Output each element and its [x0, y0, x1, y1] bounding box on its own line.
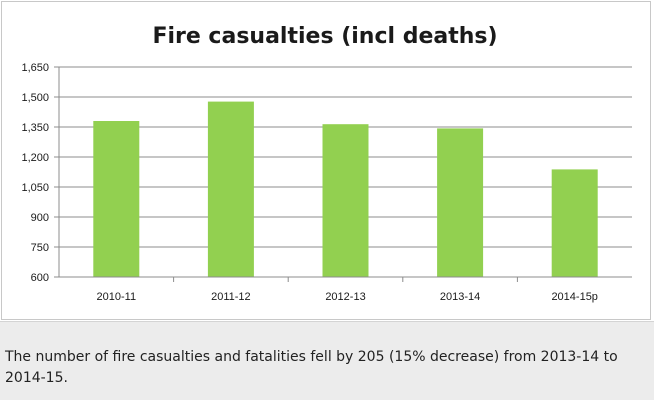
bar-chart: Fire casualties (incl deaths) 600 750 900 1…	[21, 24, 632, 303]
x-tick-label: 2013-14	[440, 291, 480, 303]
y-tick-label: 750	[31, 242, 49, 254]
chart-title: Fire casualties (incl deaths)	[152, 24, 497, 49]
bars	[93, 101, 598, 277]
x-tick-label: 2010-11	[97, 291, 137, 303]
axes	[54, 66, 632, 282]
bar	[322, 124, 369, 277]
chart-frame: Fire casualties (incl deaths) 600 750 900 1…	[1, 1, 651, 320]
y-tick-label: 900	[31, 212, 49, 224]
x-tick-label: 2011-12	[211, 291, 251, 303]
bar	[437, 128, 484, 277]
x-tick-label: 2012-13	[325, 291, 365, 303]
y-tick-label: 1,350	[21, 122, 49, 134]
y-tick-label: 1,050	[21, 182, 49, 194]
bar	[93, 121, 140, 277]
y-tick-label: 1,650	[21, 62, 49, 74]
chart-caption: The number of fire casualties and fatali…	[5, 349, 618, 386]
y-tick-label: 1,200	[21, 152, 49, 164]
y-tick-label: 600	[31, 272, 49, 284]
caption-area: The number of fire casualties and fatali…	[0, 321, 654, 400]
y-tick-label: 1,500	[21, 92, 49, 104]
x-tick-label: 2014-15p	[551, 291, 598, 303]
bar	[551, 169, 598, 277]
bar	[207, 101, 254, 277]
y-tick-labels: 600 750 900 1,050 1,200 1,350 1,500 1,650	[21, 62, 49, 284]
x-tick-labels: 2010-11 2011-12 2012-13 2013-14 2014-15p	[97, 291, 598, 303]
